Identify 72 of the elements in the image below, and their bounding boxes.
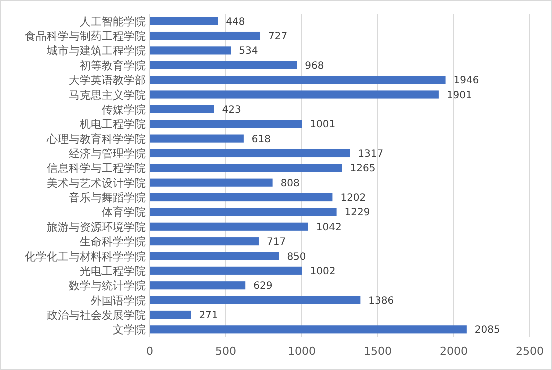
y-tick-label: 心理与教育科学学院: [46, 132, 146, 146]
bar: [150, 61, 298, 70]
bar: [150, 149, 350, 158]
y-tick-label: 音乐与舞蹈学院: [69, 192, 146, 205]
bar: [150, 296, 361, 304]
y-tick-label: 传媒学院: [102, 103, 146, 116]
bar: [150, 164, 342, 172]
bar: [150, 32, 261, 40]
y-tick-label: 数学与统计学院: [69, 280, 146, 293]
data-label: 423: [222, 104, 242, 116]
bar: [150, 105, 214, 114]
data-label: 850: [287, 252, 306, 263]
data-label: 618: [252, 134, 272, 146]
y-tick-label: 人工智能学院: [80, 15, 146, 28]
bar: [150, 193, 333, 202]
x-tick-label: 2500: [516, 345, 544, 358]
bar: [150, 222, 308, 231]
y-tick-label: 城市与建筑工程学院: [46, 44, 146, 58]
y-tick-label: 机电工程学院: [80, 118, 146, 132]
x-tick-label: 500: [216, 345, 236, 358]
bar: [150, 282, 246, 290]
y-tick-label: 初等教育学院: [80, 59, 146, 72]
data-label: 629: [254, 281, 273, 292]
bar: [150, 90, 439, 99]
bar: [150, 120, 302, 128]
bar: [150, 46, 232, 55]
y-tick-label: 体育学院: [102, 206, 146, 220]
data-label: 1042: [316, 222, 342, 234]
y-tick-label: 食品科学与制药工程学院: [25, 30, 146, 44]
data-label: 727: [268, 32, 288, 43]
data-label: 1202: [340, 193, 366, 204]
data-label: 1317: [358, 148, 384, 160]
bar: [150, 326, 467, 334]
data-label: 717: [266, 237, 286, 248]
y-tick-label: 化学化工与材料科学学院: [25, 250, 146, 264]
data-label: 448: [226, 16, 246, 28]
y-tick-label: 旅游与资源环境学院: [47, 220, 146, 234]
y-tick-label: 大学英语教学部: [69, 74, 146, 88]
x-tick-label: 1500: [364, 345, 392, 358]
bar: [150, 76, 446, 84]
data-label: 1901: [446, 90, 472, 102]
bar: [150, 17, 218, 26]
data-label: 1386: [368, 296, 394, 307]
y-tick-label: 政治与社会发展学院: [47, 308, 146, 322]
data-label: 1229: [344, 208, 370, 219]
y-tick-label: 美术与艺术设计学院: [47, 176, 146, 190]
data-label: 534: [239, 46, 258, 58]
data-label: 1002: [310, 266, 336, 278]
data-label: 1265: [350, 164, 376, 175]
y-tick-label: 生命科学学院: [80, 236, 146, 249]
y-tick-label: 外国语学院: [91, 294, 146, 308]
data-label: 808: [280, 178, 300, 190]
data-label: 2085: [474, 325, 500, 336]
bar: [150, 252, 280, 260]
data-label: 1946: [454, 76, 480, 87]
bar: [150, 134, 244, 143]
data-label: 271: [199, 310, 218, 322]
data-label: 968: [305, 60, 324, 72]
x-tick-label: 0: [146, 345, 154, 358]
y-tick-label: 信息科学与工程学院: [47, 162, 146, 176]
bar: [150, 208, 337, 216]
y-tick-label: 文学院: [113, 324, 146, 337]
x-tick-label: 1000: [288, 345, 316, 358]
data-label: 1001: [310, 120, 336, 131]
bar: [150, 178, 273, 187]
y-tick-label: 光电工程学院: [80, 264, 146, 278]
bar: [150, 238, 259, 246]
bar: [150, 266, 302, 275]
y-tick-label: 经济与管理学院: [69, 147, 146, 160]
bar: [150, 310, 192, 320]
y-tick-label: 马克思主义学院: [69, 88, 146, 102]
x-tick-label: 2000: [440, 345, 468, 358]
